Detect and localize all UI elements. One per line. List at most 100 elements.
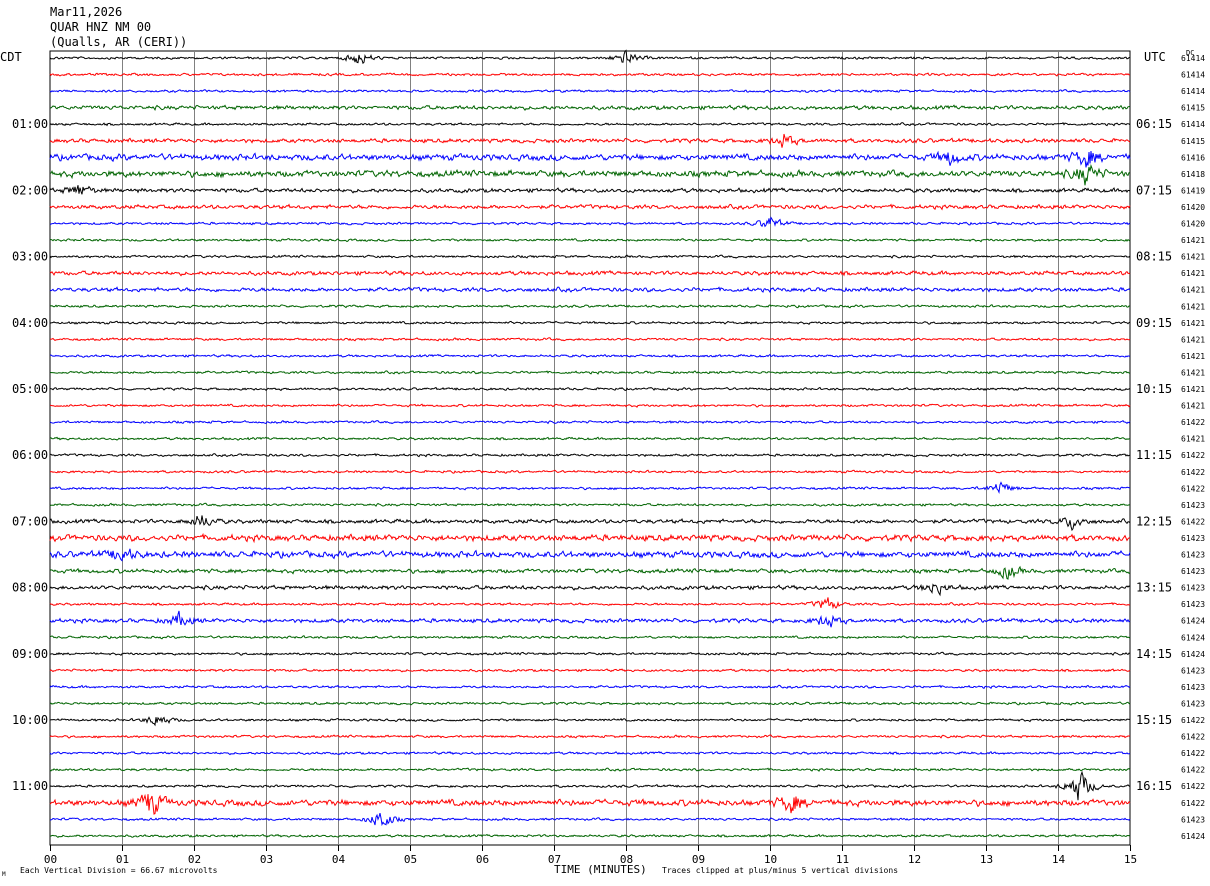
trace-line	[49, 72, 1131, 77]
dc-value: 61422	[1181, 418, 1205, 427]
trace-line	[49, 286, 1131, 294]
dc-value: 61424	[1181, 633, 1205, 642]
x-tick-label: 05	[404, 853, 417, 866]
x-tick-label: 10	[764, 853, 777, 866]
dc-value: 61422	[1181, 451, 1205, 460]
hour-label-cdt: 05:00	[12, 382, 48, 396]
dc-value: 61414	[1181, 71, 1205, 80]
dc-value: 61423	[1181, 815, 1205, 824]
dc-value: 61416	[1181, 153, 1205, 162]
trace-line	[49, 237, 1131, 243]
station-location: (Qualls, AR (CERI))	[50, 35, 188, 49]
hour-label-utc: 06:15	[1136, 117, 1172, 131]
hour-label-cdt: 06:00	[12, 448, 48, 462]
dc-value: 61414	[1181, 87, 1205, 96]
trace-line	[49, 701, 1131, 706]
trace-line	[49, 216, 1131, 228]
trace-line	[49, 203, 1131, 211]
trace-line	[49, 386, 1131, 392]
x-tick-label: 09	[692, 853, 705, 866]
dc-label: DC	[1186, 49, 1195, 57]
dc-value: 61421	[1181, 253, 1205, 262]
hour-label-utc: 09:15	[1136, 316, 1172, 330]
hour-label-utc: 08:15	[1136, 250, 1172, 264]
trace-line	[49, 651, 1131, 657]
hour-label-cdt: 10:00	[12, 713, 48, 727]
trace-line	[50, 403, 1131, 408]
dc-value: 61422	[1181, 799, 1205, 808]
hour-label-utc: 07:15	[1136, 183, 1172, 197]
x-tick-label: 01	[116, 853, 129, 866]
trace-line	[49, 548, 1131, 562]
trace-line	[49, 515, 1131, 532]
trace-line	[49, 150, 1131, 168]
trace-line	[49, 532, 1131, 544]
hour-label-utc: 10:15	[1136, 382, 1172, 396]
x-tick-label: 12	[908, 853, 921, 866]
trace-line	[49, 185, 1131, 195]
x-tick-label: 07	[548, 853, 561, 866]
trace-line	[49, 49, 1131, 65]
dc-value: 61423	[1181, 666, 1205, 675]
dc-value: 61421	[1181, 269, 1205, 278]
trace-line	[49, 353, 1131, 359]
dc-value: 61421	[1181, 385, 1205, 394]
dc-value: 61419	[1181, 186, 1205, 195]
trace-line	[49, 133, 1131, 148]
trace-line	[49, 684, 1131, 690]
x-tick-label: 03	[260, 853, 273, 866]
dc-value: 61415	[1181, 104, 1205, 113]
plot-frame	[49, 50, 1131, 846]
trace-line	[49, 88, 1131, 94]
trace-line	[49, 597, 1131, 610]
trace-line	[49, 734, 1131, 739]
dc-value: 61421	[1181, 402, 1205, 411]
trace-line	[49, 770, 1131, 801]
trace-line	[50, 469, 1131, 474]
dc-value: 61423	[1181, 534, 1205, 543]
corner-mark: M	[2, 871, 6, 878]
x-tick-label: 08	[620, 853, 633, 866]
trace-line	[49, 122, 1131, 127]
trace-line	[49, 502, 1131, 507]
dc-value: 61418	[1181, 170, 1205, 179]
dc-value: 61421	[1181, 302, 1205, 311]
timezone-right-label: UTC	[1144, 50, 1166, 64]
hour-label-cdt: 04:00	[12, 316, 48, 330]
x-tick-label: 04	[332, 853, 346, 866]
x-tick-label: 06	[476, 853, 489, 866]
dc-value: 61415	[1181, 137, 1205, 146]
dc-value: 61422	[1181, 716, 1205, 725]
dc-value: 61414	[1181, 120, 1205, 129]
trace-line	[49, 104, 1131, 111]
trace-line	[49, 583, 1131, 597]
dc-value: 61422	[1181, 749, 1205, 758]
dc-value: 61421	[1181, 435, 1205, 444]
trace-line	[49, 254, 1131, 259]
dc-value: 61422	[1181, 484, 1205, 493]
trace-line	[49, 565, 1131, 580]
dc-value: 61421	[1181, 319, 1205, 328]
trace-line	[49, 269, 1131, 277]
trace-line	[49, 610, 1131, 628]
dc-value: 61420	[1181, 203, 1205, 212]
trace-line	[49, 833, 1131, 838]
trace-line	[49, 635, 1131, 640]
trace-line	[49, 767, 1131, 772]
trace-line	[49, 370, 1131, 375]
dc-value: 61421	[1181, 368, 1205, 377]
dc-value: 61423	[1181, 501, 1205, 510]
dc-value: 61422	[1181, 766, 1205, 775]
hour-label-cdt: 02:00	[12, 183, 48, 197]
dc-value: 61424	[1181, 617, 1205, 626]
x-tick-label: 00	[44, 853, 57, 866]
x-tick-label: 14	[1052, 853, 1066, 866]
x-tick-label: 02	[188, 853, 201, 866]
timezone-left-label: CDT	[0, 50, 22, 64]
trace-line	[49, 320, 1131, 326]
trace-line	[49, 419, 1131, 425]
dc-value: 61423	[1181, 567, 1205, 576]
trace-line	[49, 481, 1131, 494]
dc-value: 61422	[1181, 517, 1205, 526]
